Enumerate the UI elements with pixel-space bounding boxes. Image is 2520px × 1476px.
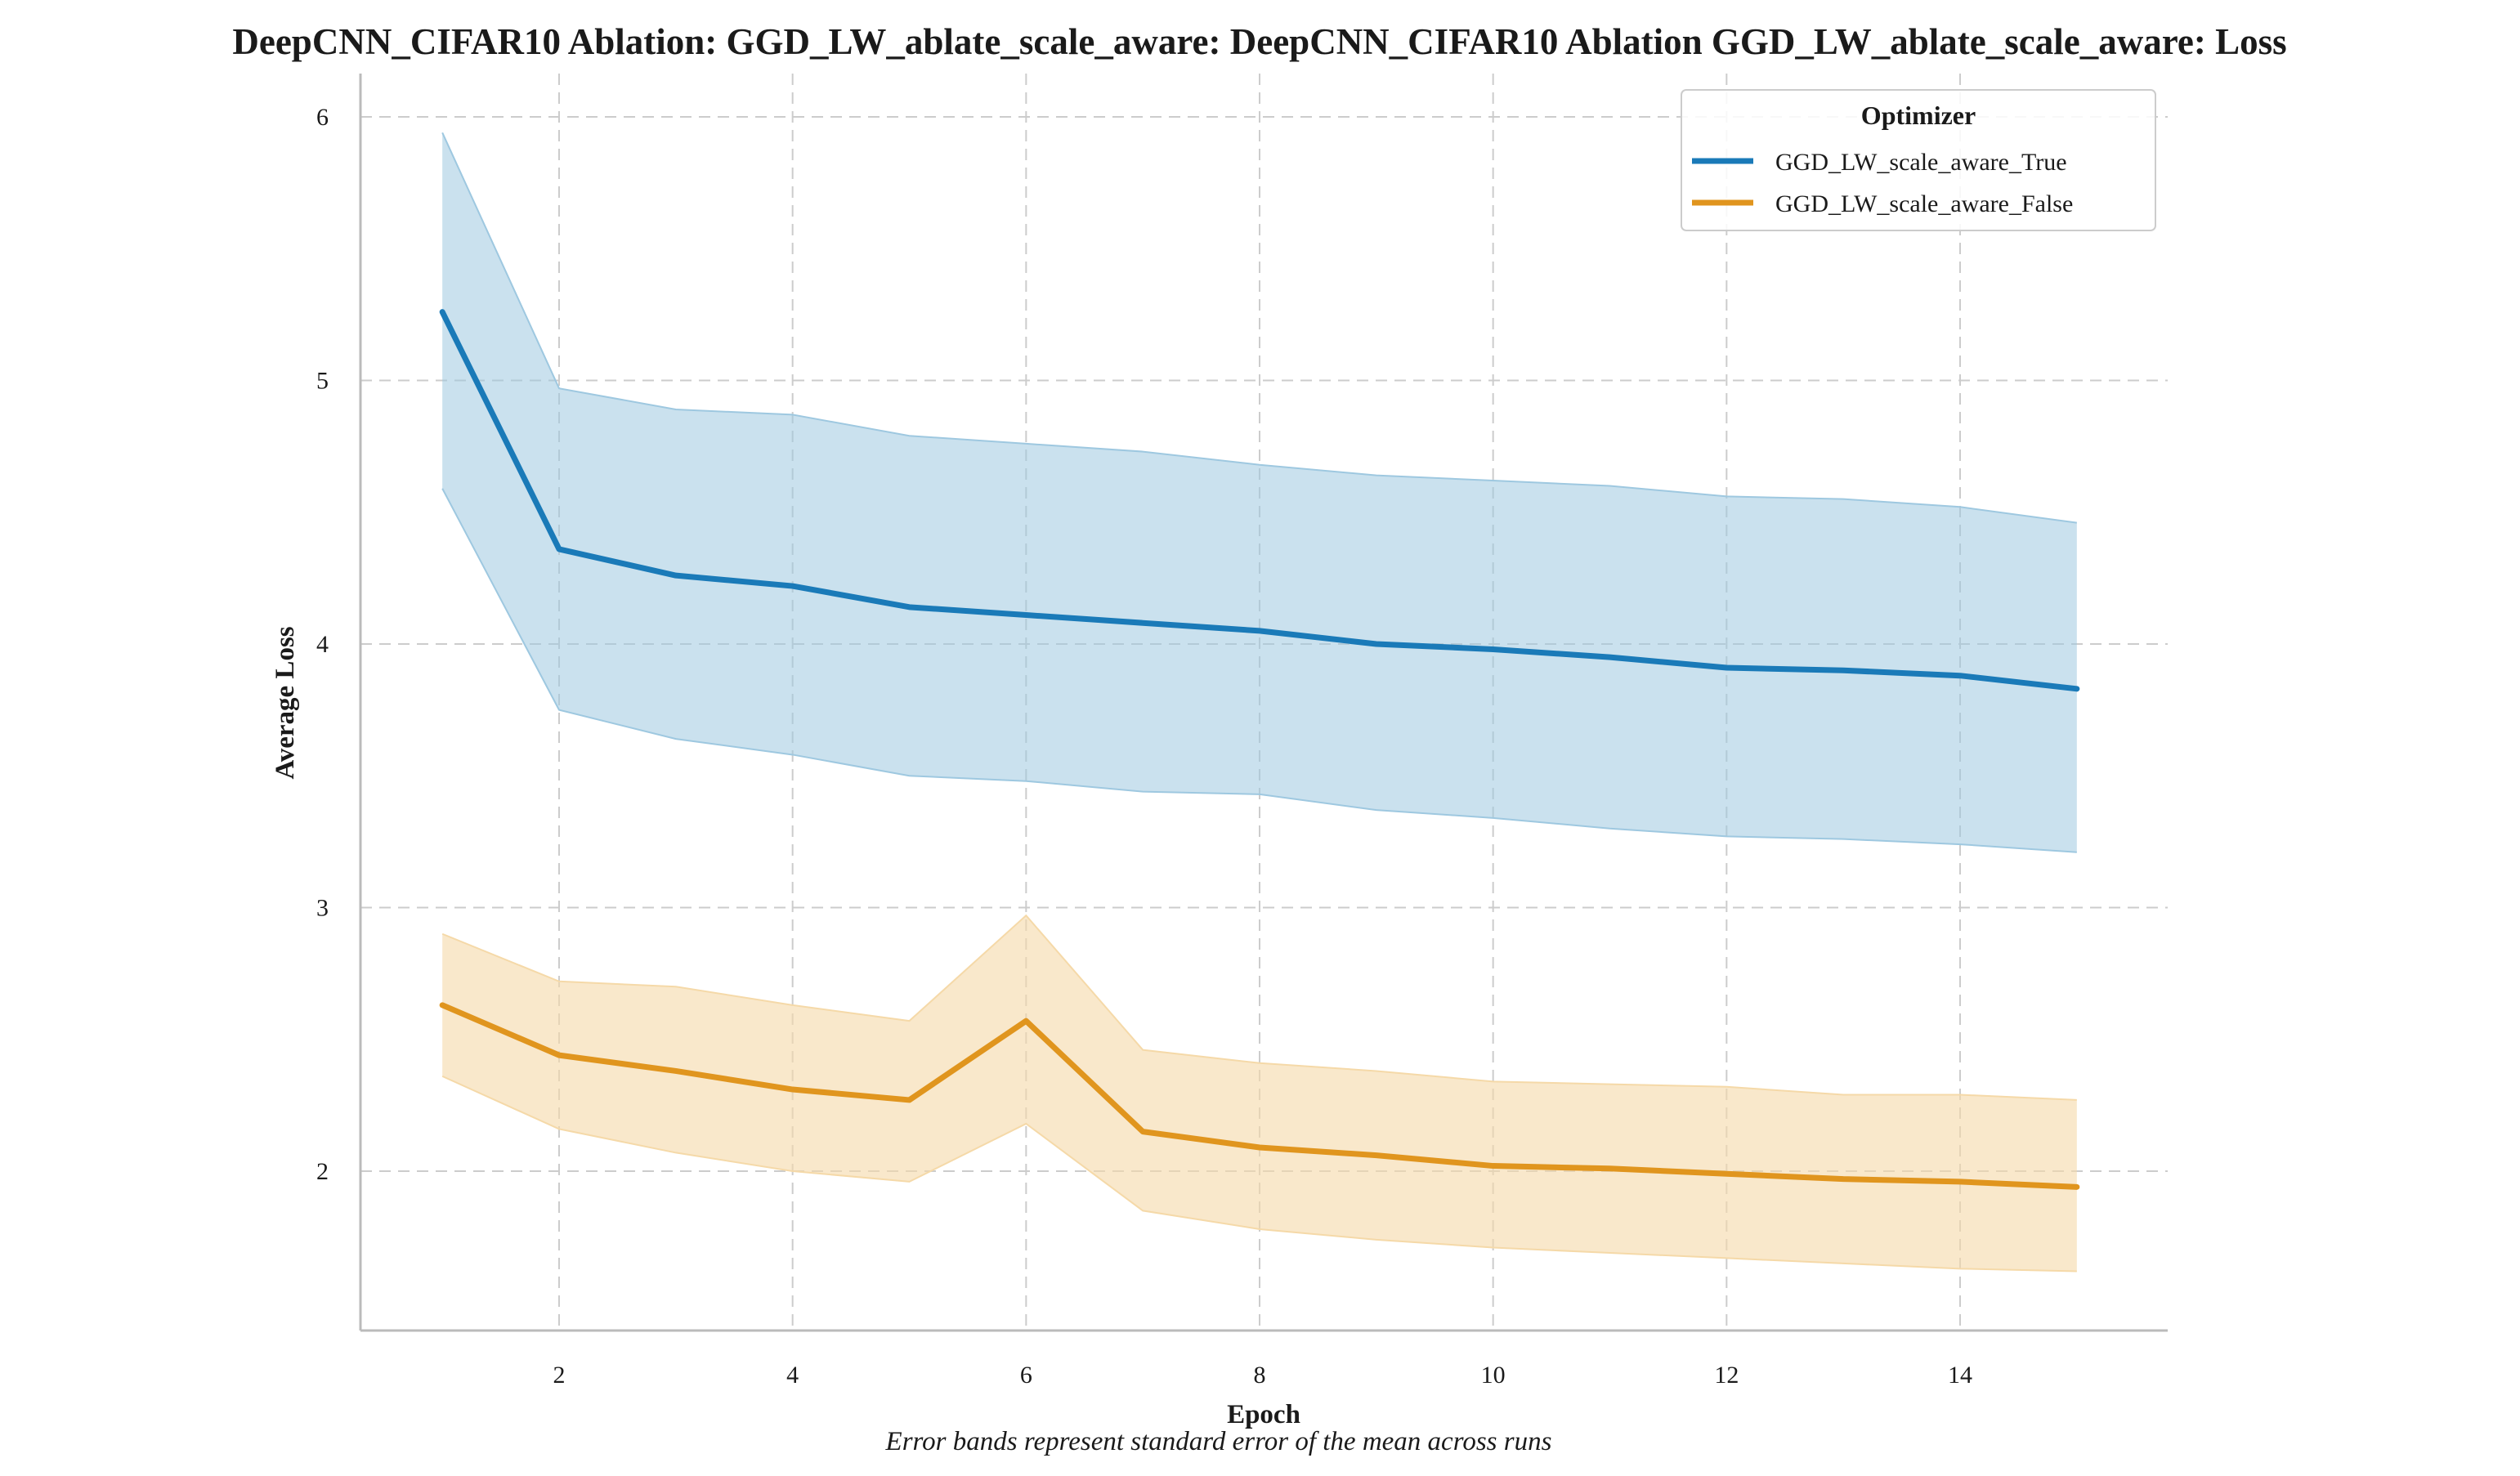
x-axis-label: Epoch	[1227, 1400, 1300, 1429]
y-axis-label: Average Loss	[271, 626, 300, 779]
band-upper-edge	[441, 914, 2077, 1101]
band-lower-edge	[441, 488, 2077, 853]
x-tick-label: 12	[1714, 1362, 1739, 1389]
y-tick-label: 5	[316, 368, 329, 395]
y-tick-label: 6	[316, 104, 329, 131]
chart-title: DeepCNN_CIFAR10 Ablation: GGD_LW_ablate_…	[232, 21, 2286, 62]
x-tick-label: 8	[1254, 1362, 1266, 1389]
series-lines	[439, 309, 2080, 1190]
x-tick-label: 4	[786, 1362, 799, 1389]
legend-title: Optimizer	[1861, 101, 1976, 130]
error-band-false	[442, 915, 2077, 1272]
legend-frame	[1681, 89, 2156, 231]
x-tick-label: 14	[1948, 1362, 1972, 1389]
x-tick-label: 10	[1481, 1362, 1506, 1389]
x-tick-label: 2	[553, 1362, 566, 1389]
y-axis-ticks: 2 3 4 5 6	[316, 104, 329, 1185]
band-lower-edge	[441, 1075, 2077, 1272]
band-upper-edge	[441, 132, 2077, 524]
legend: Optimizer GGD_LW_scale_aware_True GGD_LW…	[1681, 89, 2156, 231]
y-tick-label: 3	[316, 895, 329, 922]
x-tick-label: 6	[1020, 1362, 1032, 1389]
chart-caption: Error bands represent standard error of …	[885, 1427, 1552, 1456]
series-line-true	[439, 309, 2080, 692]
y-tick-label: 4	[316, 631, 329, 658]
x-axis-ticks: 2 4 6 8 10 12 14	[553, 1362, 1973, 1389]
y-tick-label: 2	[316, 1158, 329, 1185]
legend-entry-true: GGD_LW_scale_aware_True	[1775, 149, 2067, 176]
series-line-false	[439, 1002, 2080, 1190]
error-bands	[441, 132, 2077, 1272]
error-band-true	[442, 132, 2077, 852]
legend-entry-false: GGD_LW_scale_aware_False	[1775, 190, 2073, 217]
